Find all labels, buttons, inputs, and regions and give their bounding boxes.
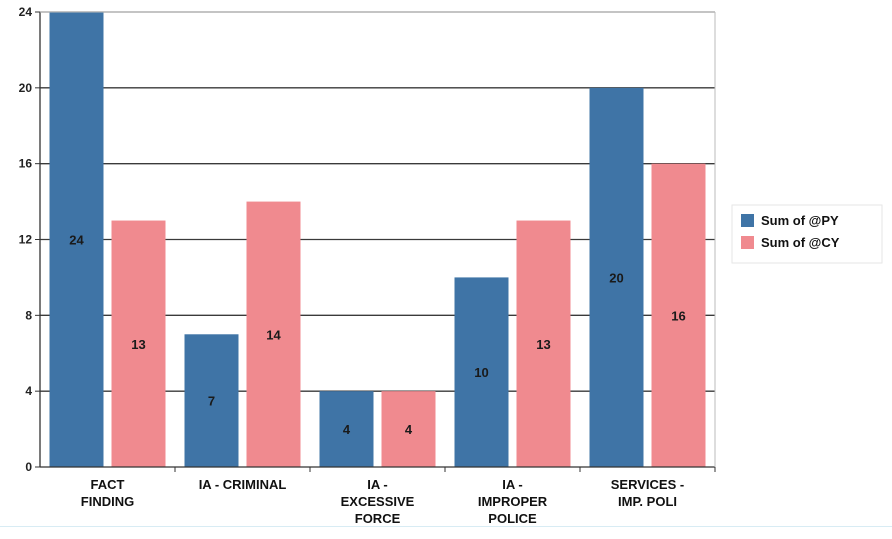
category-label: EXCESSIVE [341,494,415,509]
category-label: IA - CRIMINAL [199,477,287,492]
bar-py [184,334,239,467]
data-label: 4 [343,422,351,437]
legend-swatch [741,214,754,227]
legend-swatch [741,236,754,249]
data-label: 13 [131,337,145,352]
category-label: IMPROPER [478,494,548,509]
category-label: FORCE [355,511,401,526]
bar-cy [111,220,166,467]
x-axis-categories: FACT FINDING IA - CRIMINAL IA - EXCESSIVE FOR… [81,467,716,526]
bars: 24 13 7 14 4 4 10 13 20 16 [49,12,706,468]
bottom-divider [0,526,892,527]
data-label: 13 [536,337,550,352]
data-label: 20 [609,270,623,285]
bar-py [454,277,509,467]
bar-py [319,391,374,467]
y-tick-label: 0 [25,460,32,474]
y-tick-label: 24 [19,5,33,19]
y-tick-label: 20 [19,81,33,95]
bar-cy [516,220,571,467]
bar-py [49,12,104,467]
category-label: SERVICES - [611,477,684,492]
data-label: 14 [266,327,281,342]
category-label: IA - [367,477,387,492]
legend: Sum of @PY Sum of @CY [731,204,883,264]
category-label: IMP. POLI [618,494,677,509]
legend-label: Sum of @CY [761,235,840,250]
y-axis-ticks: 0 4 8 12 16 20 24 [19,5,40,474]
data-label: 4 [405,422,413,437]
category-label: FACT [91,477,125,492]
bar-cy [381,391,436,467]
data-label: 10 [474,365,488,380]
bar-py [589,87,644,467]
category-label: POLICE [488,511,537,526]
y-tick-label: 4 [25,384,32,398]
y-tick-label: 16 [19,157,33,171]
y-tick-label: 12 [19,233,33,247]
bar-cy [651,163,706,467]
bar-cy [246,201,301,468]
data-label: 24 [69,233,84,248]
category-label: FINDING [81,494,134,509]
y-tick-label: 8 [25,308,32,322]
category-label: IA - [502,477,522,492]
legend-label: Sum of @PY [761,213,839,228]
legend-box [731,204,883,264]
data-label: 16 [671,308,685,323]
data-label: 7 [208,394,215,409]
